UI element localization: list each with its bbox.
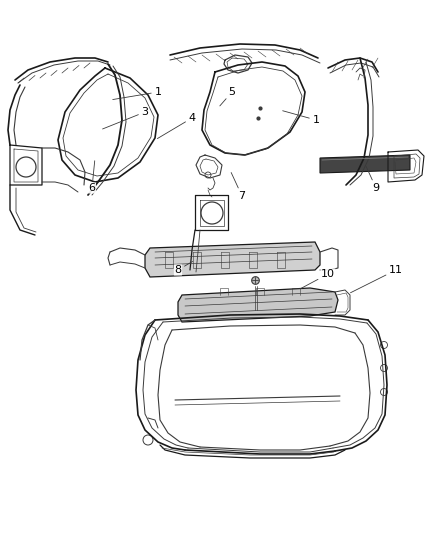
Text: 4: 4	[157, 113, 195, 139]
Text: 7: 7	[231, 173, 246, 201]
Text: 11: 11	[350, 265, 403, 293]
Polygon shape	[320, 155, 410, 173]
Text: 9: 9	[366, 166, 380, 193]
Text: 8: 8	[174, 261, 193, 275]
Text: 6: 6	[88, 161, 95, 193]
Polygon shape	[178, 288, 338, 322]
Text: 10: 10	[300, 269, 335, 289]
Text: 5: 5	[220, 87, 236, 106]
Text: 1: 1	[283, 111, 319, 125]
Polygon shape	[145, 242, 320, 277]
Text: 1: 1	[113, 87, 162, 100]
Text: 3: 3	[102, 107, 148, 129]
